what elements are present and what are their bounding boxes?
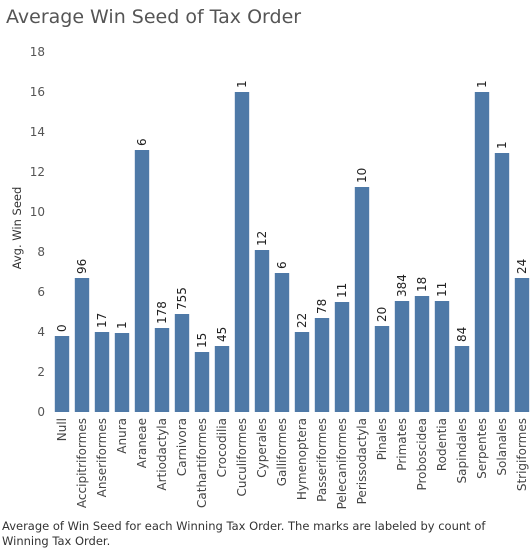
bars	[54, 92, 530, 412]
y-tick-label: 4	[37, 325, 45, 339]
x-tick-label: Passeriformes	[315, 418, 329, 502]
y-tick-label: 16	[30, 85, 45, 99]
x-axis: Null Accipitriformes Anseriformes Anura Aran…	[55, 418, 529, 509]
x-tick-label: Serpentes	[475, 418, 489, 479]
x-tick-label: Pinales	[375, 418, 389, 460]
bar	[374, 326, 390, 412]
y-tick-label: 10	[30, 205, 45, 219]
x-tick-label: Null	[55, 418, 69, 441]
bar	[334, 302, 350, 412]
bar	[494, 153, 510, 412]
x-tick-label: Artiodactyla	[155, 418, 169, 491]
bar	[434, 301, 450, 412]
x-tick-label: Anseriformes	[95, 418, 109, 497]
bar-value-label: 20	[375, 307, 389, 322]
bar-value-label: 10	[355, 168, 369, 183]
x-tick-label: Proboscidea	[415, 418, 429, 491]
x-tick-label: Carnivora	[175, 418, 189, 476]
bar	[174, 314, 190, 412]
bar-value-label: 84	[455, 327, 469, 342]
bar-value-label: 22	[295, 313, 309, 328]
bar	[154, 328, 170, 412]
bar	[114, 333, 130, 412]
x-tick-label: Araneae	[135, 418, 149, 468]
bar	[194, 352, 210, 412]
bar	[394, 301, 410, 412]
bar-value-label: 1	[495, 141, 509, 149]
chart-caption: Average of Win Seed for each Winning Tax…	[2, 519, 486, 548]
bar-value-label: 18	[415, 277, 429, 292]
bar	[314, 318, 330, 412]
bar-value-label: 78	[315, 299, 329, 314]
bar	[474, 92, 490, 412]
y-tick-label: 14	[30, 125, 45, 139]
bar	[514, 278, 530, 412]
bar	[74, 278, 90, 412]
bar-value-label: 1	[235, 80, 249, 88]
bar	[214, 346, 230, 412]
x-tick-label: Primates	[395, 418, 409, 471]
bar	[414, 296, 430, 412]
x-tick-label: Rodentia	[435, 418, 449, 471]
bar-value-label: 12	[255, 231, 269, 246]
bar	[54, 336, 70, 412]
x-tick-label: Crocodilia	[215, 418, 229, 477]
y-tick-label: 0	[37, 405, 45, 419]
bar	[254, 250, 270, 412]
y-axis: 0 2 4 6 8 10 12 14 16 18	[30, 45, 45, 419]
chart-title: Average Win Seed of Tax Order	[6, 6, 302, 28]
x-tick-label: Solanales	[495, 418, 509, 476]
y-tick-label: 2	[37, 365, 45, 379]
x-tick-label: Cuculiformes	[235, 418, 249, 496]
bar-value-label: 45	[215, 327, 229, 342]
x-tick-label: Strigiformes	[515, 418, 529, 491]
bar	[94, 332, 110, 412]
x-tick-label: Cathartiformes	[195, 418, 209, 508]
x-tick-label: Galliformes	[275, 418, 289, 486]
bar-value-label: 17	[95, 313, 109, 328]
bar-value-label: 15	[195, 333, 209, 348]
bar-value-label: 6	[135, 138, 149, 146]
y-tick-label: 18	[30, 45, 45, 59]
y-tick-label: 12	[30, 165, 45, 179]
bar	[274, 273, 290, 412]
x-tick-label: Sapindales	[455, 418, 469, 483]
x-tick-label: Pelecaniformes	[335, 418, 349, 509]
bar	[454, 346, 470, 412]
x-tick-label: Accipitriformes	[75, 418, 89, 508]
bar-value-label: 1	[475, 80, 489, 88]
bar	[294, 332, 310, 412]
x-tick-label: Cyperales	[255, 418, 269, 478]
bar-value-label: 755	[175, 287, 189, 310]
bar	[354, 187, 370, 412]
bar-value-label: 11	[335, 283, 349, 298]
bar-value-label: 96	[75, 259, 89, 274]
bar-value-label: 1	[115, 321, 129, 329]
bar-value-label: 384	[395, 274, 409, 297]
bar-value-label: 0	[55, 324, 69, 332]
x-tick-label: Hymenoptera	[295, 418, 309, 500]
bar-value-label: 178	[155, 301, 169, 324]
y-axis-label: Avg. Win Seed	[10, 187, 24, 270]
bar	[134, 150, 150, 412]
y-tick-label: 8	[37, 245, 45, 259]
x-tick-label: Perissodactyla	[355, 418, 369, 504]
y-tick-label: 6	[37, 285, 45, 299]
bar-value-label: 24	[515, 259, 529, 274]
bar	[234, 92, 250, 412]
x-tick-label: Anura	[115, 418, 129, 454]
bar-value-label: 11	[435, 282, 449, 297]
bar-value-label: 6	[275, 261, 289, 269]
